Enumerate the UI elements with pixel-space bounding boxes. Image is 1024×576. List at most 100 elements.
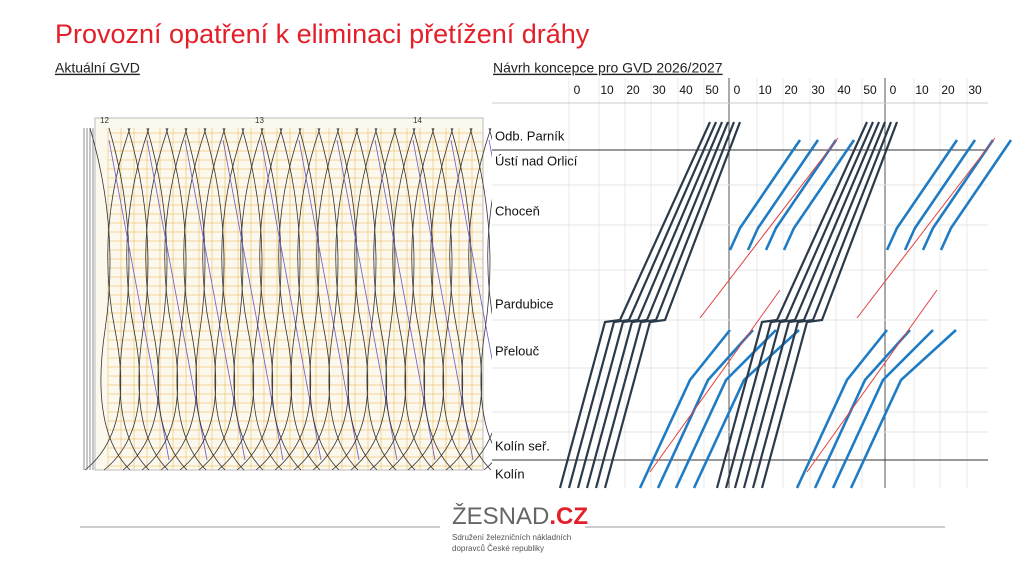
train-path bbox=[108, 139, 170, 461]
station-label: Odb. Parník bbox=[495, 128, 565, 143]
train-blue bbox=[782, 139, 856, 251]
train-path bbox=[412, 127, 454, 471]
minute-label: 30 bbox=[652, 83, 666, 97]
train-dark bbox=[603, 121, 742, 489]
left-diagram: 12 13 14 bbox=[83, 116, 550, 471]
minute-label: 40 bbox=[837, 83, 851, 97]
minute-label: 40 bbox=[679, 83, 693, 97]
train-path bbox=[336, 127, 378, 471]
train-blue bbox=[638, 329, 732, 489]
train-path bbox=[274, 127, 321, 471]
train-path bbox=[89, 127, 131, 471]
minute-label: 10 bbox=[758, 83, 772, 97]
train-blue bbox=[656, 329, 754, 489]
train-path bbox=[260, 139, 322, 461]
train-path bbox=[184, 139, 246, 461]
train-blue bbox=[674, 329, 777, 489]
train-blue bbox=[885, 139, 959, 251]
train-path bbox=[369, 127, 416, 471]
minute-label: 20 bbox=[941, 83, 955, 97]
right-diagram: 0 10 20 30 40 50 0 10 20 30 40 50 0 10 20 30 Odb. Parník… bbox=[492, 78, 1013, 489]
logo-main: ŽESNAD bbox=[452, 503, 549, 530]
station-label: Pardubice bbox=[495, 296, 554, 311]
station-label: Přelouč bbox=[495, 343, 540, 358]
train-path bbox=[260, 127, 302, 471]
train-blue bbox=[813, 329, 911, 489]
train-path bbox=[317, 127, 359, 471]
train-dark bbox=[567, 121, 718, 489]
subtitle-left: Aktuální GVD bbox=[55, 60, 140, 76]
train-dark bbox=[733, 121, 881, 489]
train-path bbox=[393, 127, 435, 471]
train-dark bbox=[724, 121, 875, 489]
train-path bbox=[141, 127, 188, 471]
train-path bbox=[336, 139, 398, 461]
minute-label: 10 bbox=[915, 83, 929, 97]
logo: ŽESNAD.CZ bbox=[452, 503, 588, 530]
minute-label: 50 bbox=[705, 83, 719, 97]
train-blue bbox=[831, 329, 934, 489]
train-path bbox=[374, 127, 416, 471]
train-red bbox=[806, 289, 938, 473]
train-path bbox=[146, 139, 208, 461]
minute-label: 0 bbox=[574, 83, 581, 97]
logo-suffix: .CZ bbox=[549, 503, 588, 530]
minute-label: 0 bbox=[734, 83, 741, 97]
minute-label: 20 bbox=[626, 83, 640, 97]
train-path bbox=[355, 127, 397, 471]
train-path bbox=[146, 127, 188, 471]
train-dark bbox=[576, 121, 724, 489]
train-dark bbox=[558, 121, 712, 489]
train-path bbox=[469, 127, 511, 471]
train-blue bbox=[939, 139, 1013, 251]
minute-label: 30 bbox=[968, 83, 982, 97]
train-path bbox=[179, 127, 226, 471]
train-path bbox=[222, 139, 284, 461]
tagline: dopravců České republiky bbox=[452, 544, 544, 553]
train-blue bbox=[795, 329, 889, 489]
train-path bbox=[198, 127, 245, 471]
train-dark bbox=[760, 121, 899, 489]
train-path bbox=[108, 127, 150, 471]
train-path bbox=[445, 127, 492, 471]
train-path bbox=[298, 127, 340, 471]
train-dark bbox=[715, 121, 869, 489]
minute-label: 20 bbox=[784, 83, 798, 97]
station-label: Kolín bbox=[495, 466, 525, 481]
train-blue bbox=[849, 329, 957, 489]
tagline: Sdružení železničních nákladních bbox=[452, 533, 571, 542]
station-label: Choceň bbox=[495, 203, 540, 218]
train-red bbox=[856, 137, 996, 319]
train-path bbox=[350, 127, 397, 471]
train-path bbox=[450, 127, 492, 471]
train-dark bbox=[594, 121, 736, 489]
train-path bbox=[407, 127, 454, 471]
train-path bbox=[279, 127, 321, 471]
train-path bbox=[236, 127, 283, 471]
hour-label: 14 bbox=[413, 116, 422, 125]
train-path bbox=[298, 139, 360, 461]
train-blue bbox=[764, 139, 838, 251]
train-path bbox=[388, 127, 435, 471]
train-blue bbox=[692, 329, 800, 489]
train-path bbox=[184, 127, 226, 471]
train-path bbox=[241, 127, 283, 471]
train-red bbox=[649, 289, 781, 473]
train-blue bbox=[903, 139, 977, 251]
title: Provozní opatření k eliminaci přetížení … bbox=[55, 19, 590, 49]
station-label: Ústí nad Orlicí bbox=[495, 153, 578, 168]
train-path bbox=[222, 127, 264, 471]
train-path bbox=[203, 127, 245, 471]
train-path bbox=[255, 127, 302, 471]
station-label: Kolín seř. bbox=[495, 438, 550, 453]
train-path bbox=[331, 127, 378, 471]
minute-label: 0 bbox=[890, 83, 897, 97]
train-path bbox=[84, 127, 131, 471]
train-path bbox=[127, 127, 169, 471]
hour-label: 13 bbox=[255, 116, 264, 125]
train-red bbox=[699, 137, 839, 319]
train-blue bbox=[728, 139, 802, 251]
train-path bbox=[165, 127, 207, 471]
